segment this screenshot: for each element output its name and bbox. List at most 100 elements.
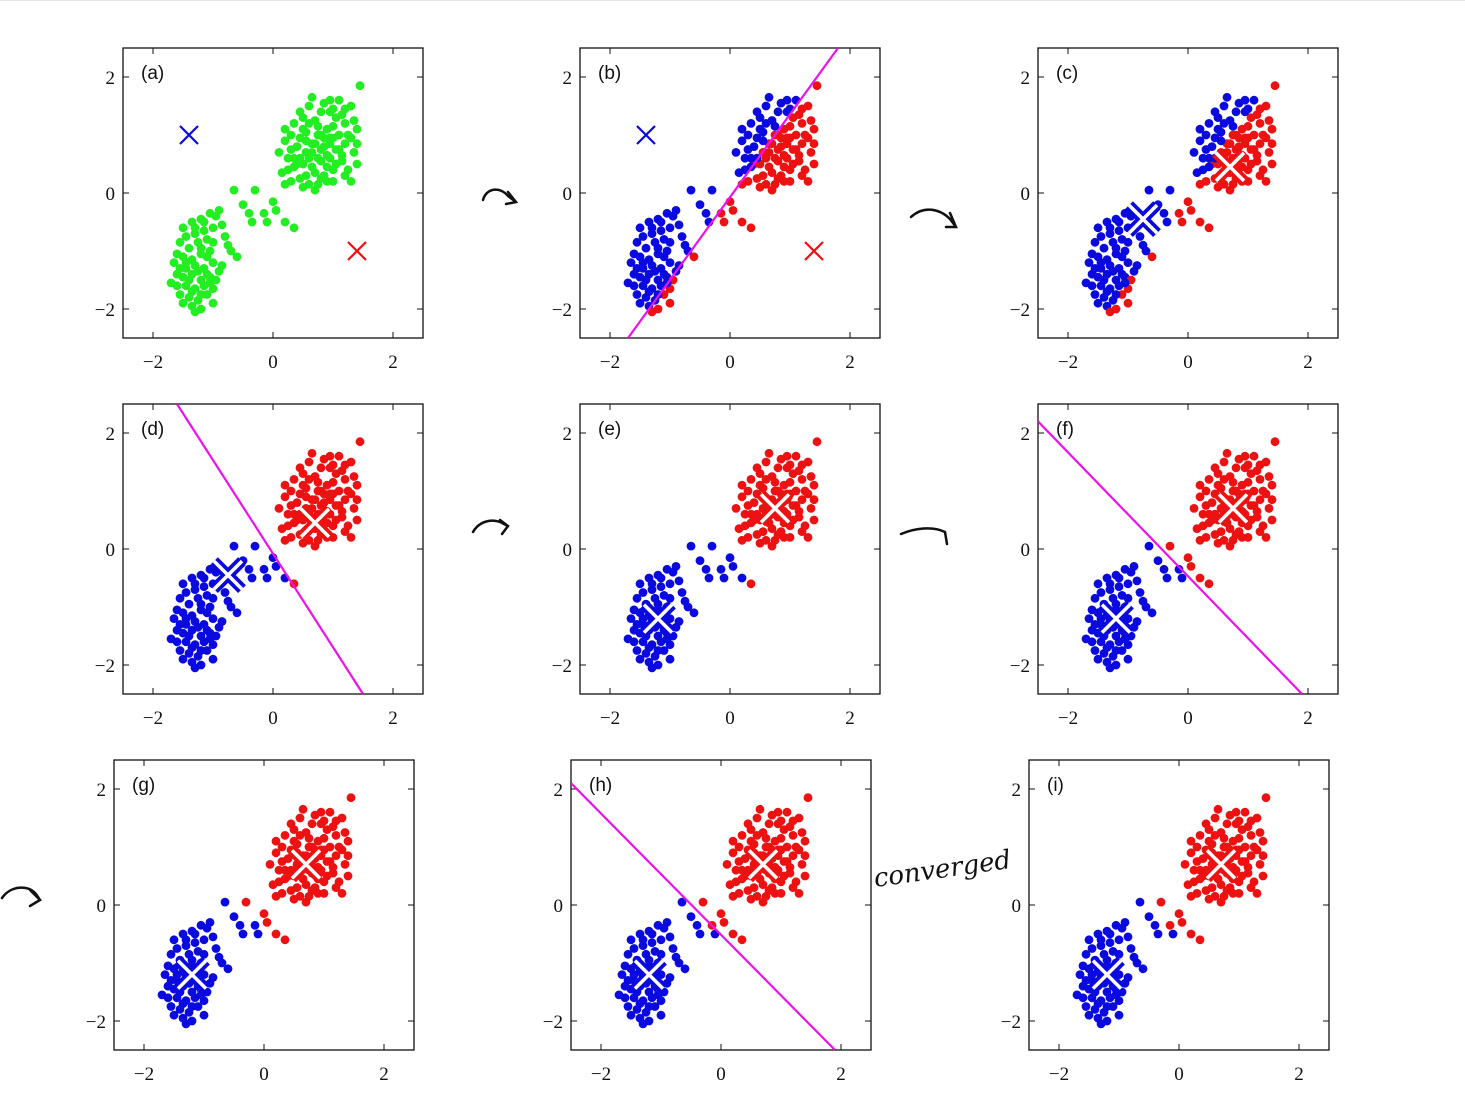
- data-point: [1198, 854, 1208, 863]
- data-point: [785, 177, 795, 186]
- data-point: [1105, 663, 1115, 673]
- y-tick-label: 0: [1021, 540, 1031, 561]
- data-point: [340, 475, 350, 484]
- data-point: [704, 573, 714, 583]
- data-point: [785, 121, 795, 131]
- data-point: [629, 944, 639, 953]
- data-point: [788, 851, 798, 861]
- data-point: [1228, 121, 1238, 131]
- data-point: [1174, 909, 1184, 919]
- data-point: [319, 816, 329, 826]
- data-point: [1096, 1019, 1106, 1029]
- x-tick-label: 0: [268, 352, 278, 373]
- data-point: [656, 949, 666, 959]
- data-point: [776, 816, 786, 826]
- data-point: [307, 819, 317, 829]
- data-point: [328, 177, 338, 186]
- data-point: [331, 816, 341, 826]
- data-point: [286, 486, 296, 496]
- data-point: [1120, 634, 1130, 644]
- x-tick-label: −2: [591, 1064, 611, 1085]
- data-point: [1255, 495, 1265, 505]
- data-point: [1138, 240, 1148, 250]
- data-point: [641, 243, 651, 253]
- data-point: [316, 107, 326, 117]
- data-point: [650, 266, 660, 276]
- y-tick-label: 2: [554, 780, 564, 801]
- data-point: [1234, 889, 1244, 898]
- data-point: [1090, 620, 1100, 629]
- data-point: [322, 871, 332, 881]
- data-point: [250, 541, 260, 551]
- data-point: [295, 463, 305, 473]
- data-point: [632, 593, 642, 603]
- data-point: [193, 266, 203, 276]
- data-point: [701, 564, 711, 574]
- data-point: [175, 593, 185, 603]
- data-point: [304, 101, 314, 111]
- scatter-panel-g: −2 0 2 −2 0 2 (g): [86, 759, 415, 1085]
- data-point: [319, 833, 329, 843]
- centroid-red-marker: [1203, 846, 1239, 883]
- data-point: [743, 486, 753, 496]
- data-point: [656, 573, 666, 583]
- data-point: [1270, 437, 1280, 447]
- data-point: [325, 133, 335, 143]
- data-point: [665, 932, 675, 942]
- data-point: [1210, 813, 1220, 823]
- data-point: [340, 460, 350, 470]
- data-point: [623, 949, 633, 959]
- data-point: [337, 506, 347, 516]
- x-tick-label: 2: [1303, 708, 1313, 729]
- axes-frame: [113, 759, 415, 1051]
- data-point: [1075, 970, 1085, 979]
- data-point: [355, 437, 365, 447]
- axes-frame: [122, 47, 424, 339]
- data-point: [632, 620, 642, 629]
- data-point: [719, 918, 729, 927]
- data-point: [1081, 976, 1091, 985]
- data-point: [644, 287, 654, 296]
- y-tick-label: 0: [554, 896, 564, 917]
- data-point: [773, 145, 783, 154]
- data-point: [728, 891, 738, 901]
- data-point: [1219, 475, 1229, 484]
- data-point: [647, 938, 657, 948]
- data-point: [178, 223, 188, 233]
- data-point: [1129, 266, 1139, 276]
- data-point: [761, 119, 771, 128]
- data-point: [289, 223, 299, 233]
- data-point: [190, 663, 200, 673]
- data-point: [1192, 842, 1202, 852]
- centroid-red-marker: [1215, 490, 1251, 527]
- data-point: [211, 211, 221, 221]
- data-point: [1177, 217, 1187, 227]
- data-point: [295, 813, 305, 823]
- data-point: [770, 121, 780, 131]
- data-point: [187, 955, 197, 965]
- data-point: [737, 492, 747, 502]
- data-point: [190, 579, 200, 589]
- y-tick-label: −2: [86, 1012, 106, 1033]
- data-point: [1267, 124, 1277, 134]
- data-point: [253, 929, 263, 939]
- data-point: [178, 654, 188, 664]
- data-point: [701, 208, 711, 218]
- data-point: [1201, 819, 1211, 829]
- data-point: [313, 121, 323, 131]
- data-point: [1123, 579, 1133, 589]
- data-point: [1198, 509, 1208, 519]
- data-point: [208, 654, 218, 664]
- data-point: [1213, 182, 1223, 192]
- y-tick-label: −2: [1001, 1012, 1021, 1033]
- data-point: [767, 541, 777, 551]
- data-point: [674, 576, 684, 586]
- data-point: [644, 643, 654, 652]
- data-point: [1087, 637, 1097, 647]
- data-point: [1111, 243, 1121, 253]
- data-point: [803, 533, 813, 542]
- data-point: [785, 533, 795, 542]
- data-point: [1153, 929, 1163, 939]
- data-point: [737, 831, 747, 840]
- data-point: [295, 107, 305, 117]
